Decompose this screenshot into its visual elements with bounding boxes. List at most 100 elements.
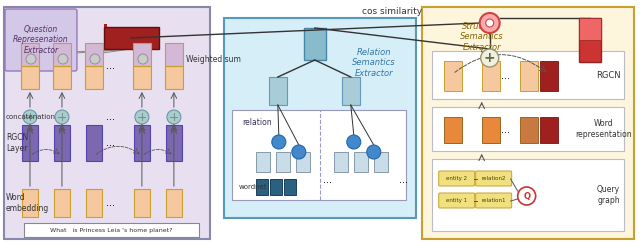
Bar: [104, 27, 159, 49]
Text: Word
representation: Word representation: [575, 119, 632, 139]
Text: ...: ...: [399, 175, 408, 185]
Bar: [482, 117, 500, 143]
Bar: [354, 152, 368, 172]
FancyBboxPatch shape: [438, 171, 475, 186]
Bar: [166, 189, 182, 217]
Text: What   is Princess Leia 's home planet?: What is Princess Leia 's home planet?: [50, 227, 172, 233]
Text: ...: ...: [501, 71, 510, 81]
Bar: [444, 117, 461, 143]
Bar: [579, 18, 600, 62]
Bar: [432, 51, 623, 99]
Text: wordnet: wordnet: [239, 184, 268, 190]
Text: entity 1: entity 1: [446, 198, 467, 203]
Circle shape: [26, 54, 36, 64]
Bar: [342, 77, 360, 105]
Circle shape: [347, 135, 361, 149]
Bar: [86, 125, 102, 161]
Circle shape: [135, 110, 149, 124]
Bar: [166, 125, 182, 161]
Text: Structure
Semantics
Extractor: Structure Semantics Extractor: [460, 22, 504, 52]
Bar: [422, 7, 634, 239]
FancyBboxPatch shape: [5, 9, 77, 71]
Text: Weighted sum: Weighted sum: [186, 54, 241, 63]
Bar: [224, 18, 416, 218]
Text: Question
Represenation
Extractor: Question Represenation Extractor: [13, 25, 68, 55]
Text: Query
graph: Query graph: [597, 185, 620, 205]
Circle shape: [518, 187, 536, 205]
Bar: [134, 125, 150, 161]
Circle shape: [292, 145, 306, 159]
Bar: [232, 110, 406, 200]
Text: Word
embedding: Word embedding: [6, 193, 49, 213]
Bar: [4, 7, 210, 239]
Text: ...: ...: [106, 61, 115, 71]
Bar: [540, 117, 557, 143]
Bar: [22, 189, 38, 217]
Circle shape: [480, 13, 500, 33]
FancyBboxPatch shape: [438, 193, 475, 208]
Text: relation: relation: [242, 118, 271, 127]
Circle shape: [272, 135, 286, 149]
Bar: [374, 152, 388, 172]
Bar: [444, 61, 461, 91]
Circle shape: [23, 110, 37, 124]
Text: relation1: relation1: [481, 198, 506, 203]
Bar: [284, 179, 296, 195]
Bar: [133, 66, 151, 89]
Bar: [86, 189, 102, 217]
Text: Relation
Semantics
Extractor: Relation Semantics Extractor: [352, 48, 396, 78]
Bar: [54, 189, 70, 217]
Circle shape: [367, 145, 381, 159]
FancyBboxPatch shape: [476, 193, 511, 208]
Text: concatenation: concatenation: [6, 114, 56, 120]
Bar: [85, 43, 103, 66]
Bar: [165, 66, 183, 89]
Text: relation2: relation2: [481, 176, 506, 181]
Bar: [432, 107, 623, 151]
Bar: [256, 152, 270, 172]
Circle shape: [167, 110, 181, 124]
Bar: [256, 179, 268, 195]
Bar: [165, 43, 183, 66]
Text: +: +: [484, 51, 495, 65]
Text: ...: ...: [106, 112, 115, 122]
Bar: [520, 117, 538, 143]
Text: cos similarity: cos similarity: [362, 7, 422, 16]
Text: ...: ...: [501, 125, 510, 135]
Bar: [24, 223, 199, 237]
Bar: [133, 43, 151, 66]
Circle shape: [55, 110, 69, 124]
Circle shape: [90, 54, 100, 64]
Bar: [21, 43, 39, 66]
Circle shape: [486, 19, 493, 27]
Bar: [85, 66, 103, 89]
Text: entity 2: entity 2: [446, 176, 467, 181]
Circle shape: [138, 54, 148, 64]
Bar: [334, 152, 348, 172]
Bar: [270, 179, 282, 195]
FancyBboxPatch shape: [476, 171, 511, 186]
Bar: [540, 61, 557, 91]
Bar: [21, 66, 39, 89]
Bar: [520, 61, 538, 91]
Bar: [579, 18, 600, 40]
Bar: [53, 43, 71, 66]
Bar: [269, 77, 287, 105]
Circle shape: [58, 54, 68, 64]
Bar: [104, 24, 107, 27]
Text: ...: ...: [106, 138, 115, 148]
Bar: [304, 28, 326, 60]
Text: ...: ...: [106, 198, 115, 208]
Text: RGCN
Layer: RGCN Layer: [6, 133, 28, 153]
Bar: [432, 159, 623, 231]
Text: Q: Q: [523, 191, 530, 200]
Text: RGCN: RGCN: [596, 70, 621, 79]
Bar: [134, 189, 150, 217]
Bar: [482, 61, 500, 91]
Bar: [276, 152, 290, 172]
Bar: [22, 125, 38, 161]
Bar: [296, 152, 310, 172]
Bar: [53, 66, 71, 89]
Circle shape: [481, 49, 499, 67]
Text: ...: ...: [323, 175, 332, 185]
